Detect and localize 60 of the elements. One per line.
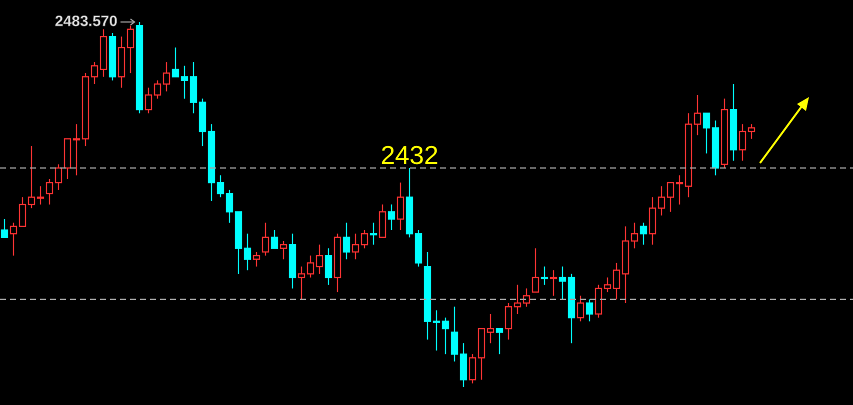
candlestick [90, 62, 98, 85]
candlestick [604, 276, 612, 293]
candlestick [694, 94, 702, 136]
candlestick [54, 164, 62, 190]
candlestick [468, 354, 476, 384]
annotation: 2432 [380, 140, 438, 170]
candlestick [10, 222, 18, 256]
candlestick [504, 302, 512, 340]
candlestick [0, 218, 8, 238]
candlestick [486, 313, 494, 344]
candlestick [388, 204, 396, 231]
candlestick [180, 65, 188, 100]
candlestick [640, 222, 648, 246]
candlestick [270, 229, 278, 249]
candlestick [360, 229, 368, 249]
candlestick [658, 186, 666, 216]
candlestick [72, 124, 80, 176]
candlestick [540, 266, 548, 286]
candlestick [162, 62, 170, 92]
candlestick [280, 240, 288, 260]
candlestick [532, 248, 540, 293]
candlestick [46, 178, 54, 206]
candlestick [28, 146, 36, 209]
candlestick [352, 233, 360, 260]
candlestick [306, 255, 314, 278]
candlestick [514, 284, 522, 315]
candlestick [126, 25, 134, 74]
candlestick [612, 262, 620, 300]
candlestick [558, 266, 566, 300]
candlestick [324, 248, 332, 286]
candlestick [18, 196, 26, 227]
candlestick [370, 222, 378, 246]
candlestick [666, 182, 674, 212]
candlestick [154, 80, 162, 100]
candlestick [550, 270, 558, 296]
candlestick [252, 251, 260, 268]
candlestick [244, 233, 252, 271]
candlestick [630, 222, 638, 249]
candlestick [396, 182, 404, 231]
candlestick [576, 295, 584, 322]
candlestick [316, 244, 324, 274]
candlestick [676, 174, 684, 206]
annotation: 2483.570 [54, 13, 118, 30]
candlestick [36, 186, 44, 206]
candlestick [586, 298, 594, 322]
candlestick [432, 310, 440, 352]
candlestick [702, 112, 710, 154]
candlestick [298, 266, 306, 300]
candlestick [342, 222, 350, 260]
candlestick [442, 317, 450, 355]
candlestick [226, 189, 234, 224]
candlestick [496, 328, 504, 355]
candlestick [172, 46, 180, 78]
candlestick [262, 222, 270, 256]
candlestick [748, 124, 756, 140]
candlestick [450, 306, 458, 362]
candlestick [738, 124, 746, 162]
candlestick [522, 288, 530, 308]
candlestick [216, 174, 224, 198]
candlestick [144, 87, 152, 114]
